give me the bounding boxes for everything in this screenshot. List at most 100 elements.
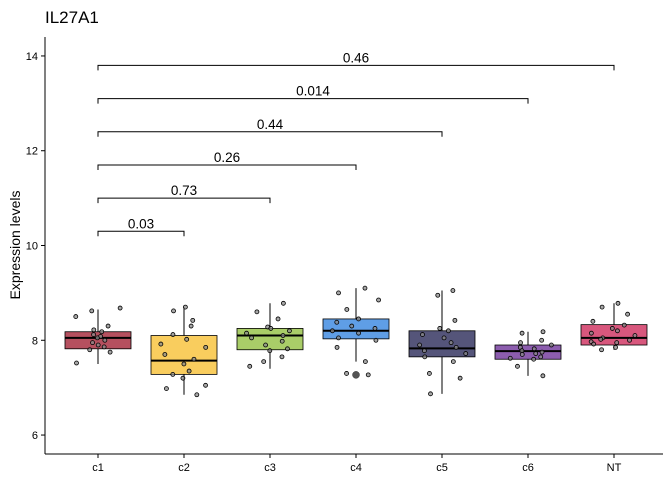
- points-c5: [417, 288, 469, 397]
- p-value-label: 0.26: [214, 150, 240, 165]
- data-point: [539, 349, 545, 355]
- p-value-label: 0.03: [128, 216, 154, 231]
- data-point: [437, 326, 443, 331]
- data-point: [450, 359, 456, 364]
- bracket-line: [97, 164, 357, 170]
- data-point: [336, 290, 341, 296]
- data-point: [427, 371, 432, 376]
- data-point: [540, 373, 546, 379]
- data-point: [365, 372, 371, 378]
- data-point: [162, 352, 168, 357]
- data-point: [452, 317, 458, 323]
- box-c6: [494, 331, 562, 376]
- data-point: [539, 337, 545, 343]
- data-point: [99, 329, 105, 335]
- data-point: [373, 337, 379, 343]
- data-point: [362, 285, 368, 291]
- box-series: [64, 288, 648, 395]
- data-point: [590, 318, 596, 324]
- data-point: [598, 336, 604, 342]
- data-point: [533, 351, 539, 356]
- y-tick-label: 6: [32, 430, 38, 442]
- data-point: [287, 328, 292, 334]
- p-value-label: 0.44: [257, 117, 284, 132]
- data-point: [279, 338, 285, 344]
- y-tick-label: 12: [26, 146, 38, 158]
- bracket-line: [97, 131, 443, 137]
- y-axis-ticks: 6 8 10 12 14: [26, 51, 45, 442]
- x-tick-label: c2: [178, 462, 190, 474]
- points-c2: [158, 304, 209, 398]
- data-point: [73, 314, 79, 319]
- x-tick-label: c4: [350, 462, 362, 474]
- data-point: [591, 341, 597, 347]
- data-point: [254, 309, 260, 315]
- points-NT: [588, 300, 638, 353]
- data-point: [191, 356, 197, 362]
- data-point: [95, 342, 101, 348]
- bracket-c1-c5: 0.44: [97, 117, 443, 137]
- data-point: [285, 346, 290, 352]
- data-point: [184, 336, 190, 342]
- data-point: [267, 348, 273, 354]
- box-iqr: [150, 335, 218, 375]
- y-axis-label: Expression levels: [7, 191, 23, 300]
- data-point: [180, 375, 186, 381]
- data-point: [632, 333, 638, 338]
- data-point: [186, 368, 192, 374]
- points-c3: [244, 300, 292, 369]
- bracket-c1-NT: 0.46: [97, 50, 615, 71]
- data-point: [507, 355, 513, 361]
- data-point: [420, 332, 425, 337]
- data-point: [356, 330, 361, 336]
- bracket-line: [97, 64, 615, 71]
- data-point: [548, 342, 554, 348]
- data-point: [268, 326, 274, 331]
- data-point: [613, 344, 618, 350]
- bracket-line: [97, 197, 271, 204]
- y-tick-label: 14: [26, 51, 38, 63]
- data-point: [170, 371, 176, 377]
- jitter-points: [73, 285, 638, 398]
- data-point: [344, 371, 349, 376]
- data-point: [463, 351, 469, 356]
- data-point: [203, 382, 208, 388]
- data-point: [107, 349, 113, 355]
- p-value-label: 0.46: [343, 50, 369, 65]
- data-point: [171, 308, 176, 314]
- data-point: [279, 354, 285, 360]
- data-point: [261, 359, 267, 364]
- x-tick-label: c1: [92, 462, 104, 474]
- data-point: [190, 317, 196, 323]
- data-point: [518, 340, 523, 346]
- data-point: [599, 304, 605, 310]
- bracket-c1-c4: 0.26: [97, 150, 357, 170]
- data-point: [417, 342, 423, 348]
- data-point: [446, 328, 451, 334]
- data-point: [263, 342, 268, 348]
- data-point: [249, 335, 254, 341]
- data-point: [627, 337, 632, 343]
- data-point: [336, 335, 341, 341]
- data-point: [625, 311, 630, 317]
- data-point: [421, 348, 427, 354]
- data-point: [519, 348, 525, 354]
- data-point: [101, 344, 107, 350]
- data-point: [90, 340, 95, 346]
- data-point: [181, 361, 187, 367]
- data-point: [453, 344, 459, 350]
- data-point: [519, 330, 525, 336]
- data-point: [356, 316, 361, 322]
- points-c1: [73, 305, 123, 366]
- data-point: [588, 330, 594, 336]
- data-point: [349, 323, 355, 329]
- data-point: [540, 329, 546, 335]
- box-iqr: [64, 331, 132, 350]
- x-tick-label: NT: [607, 462, 622, 474]
- data-point: [275, 316, 281, 322]
- data-point: [247, 363, 253, 369]
- data-point: [531, 356, 537, 362]
- box-iqr: [322, 318, 390, 340]
- data-point: [531, 346, 537, 352]
- p-value-label: 0.73: [171, 183, 197, 198]
